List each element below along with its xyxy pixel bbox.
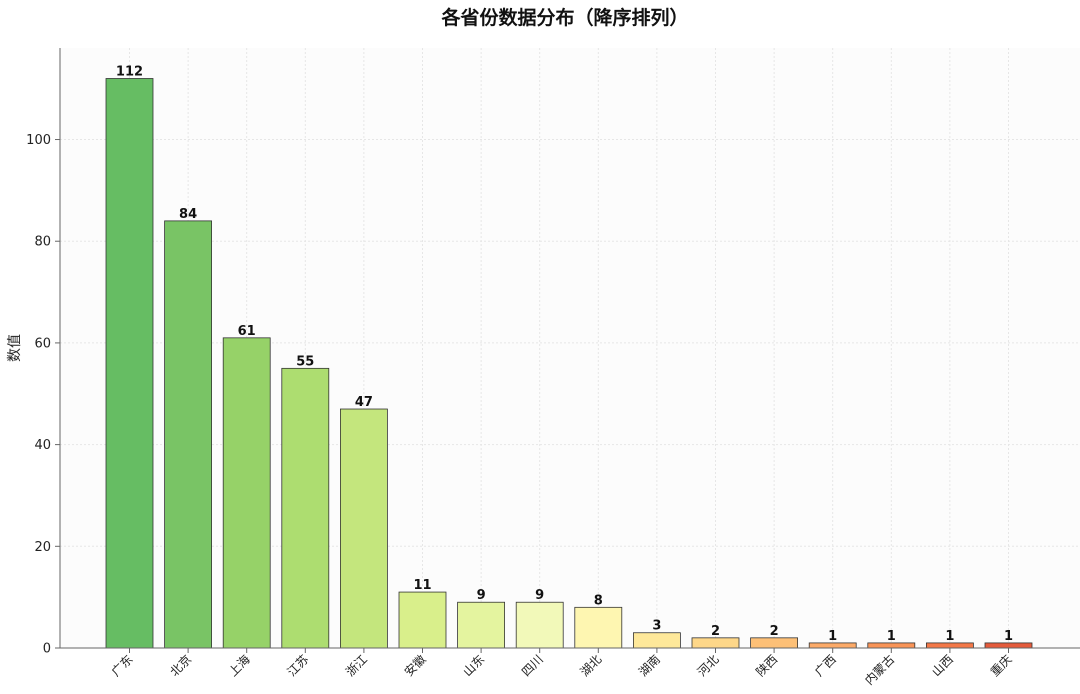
bar-value-label: 1 (887, 629, 896, 644)
bar (750, 637, 798, 649)
bar (164, 220, 213, 649)
bar-value-label: 61 (238, 324, 256, 339)
bar (398, 591, 447, 649)
y-tick-label: 0 (43, 642, 51, 657)
bar-value-label: 55 (296, 354, 314, 369)
y-tick-label: 80 (34, 235, 51, 250)
x-tick-label: 湖北 (577, 652, 605, 680)
grid-lines (60, 48, 1080, 649)
bar (515, 601, 564, 649)
bar-value-label: 2 (711, 624, 720, 639)
bar-value-label: 1 (1004, 629, 1013, 644)
y-tick-label: 40 (34, 438, 51, 453)
bar (574, 606, 623, 649)
x-tick-label: 江苏 (285, 652, 312, 679)
x-tick-label: 湖南 (635, 652, 663, 680)
bar-value-label: 11 (413, 578, 431, 593)
plot-background (60, 48, 1080, 648)
bar-value-label: 9 (477, 588, 486, 603)
y-tick-label: 100 (26, 133, 51, 148)
x-tick-label: 重庆 (988, 652, 1015, 679)
bar-value-label: 84 (179, 207, 197, 222)
x-tick-label: 陕西 (753, 652, 781, 680)
x-tick-label: 内蒙古 (861, 652, 897, 688)
y-axis-label: 数值 (7, 334, 23, 362)
bar-value-label: 1 (828, 629, 837, 644)
bar (222, 337, 271, 649)
y-tick-label: 60 (34, 336, 51, 351)
x-tick-label: 山东 (460, 652, 487, 679)
bar-value-label: 9 (535, 588, 544, 603)
chart-title: 各省份数据分布（降序排列） (440, 6, 688, 29)
bar-value-label: 8 (594, 593, 603, 608)
bar (105, 78, 154, 649)
bar (339, 408, 388, 649)
bar (633, 632, 681, 649)
x-tick-label: 浙江 (343, 652, 370, 679)
bar-value-label: 112 (116, 65, 143, 80)
x-tick-label: 安徽 (401, 652, 429, 680)
x-tick-label: 广东 (109, 652, 136, 679)
x-tick-label: 广西 (812, 652, 839, 679)
bar-value-label: 47 (355, 395, 373, 410)
x-tick-label: 北京 (167, 652, 194, 679)
bars (105, 78, 1033, 649)
bar (281, 367, 330, 649)
x-tick-label: 河北 (695, 652, 722, 679)
bar (457, 601, 506, 649)
x-tick-label: 山西 (929, 652, 956, 679)
bar-value-label: 1 (945, 629, 954, 644)
bar (691, 637, 740, 649)
bar-value-label: 3 (652, 619, 661, 634)
x-tick-label: 上海 (225, 652, 253, 680)
y-tick-label: 20 (34, 540, 51, 555)
x-tick-label: 四川 (519, 652, 546, 679)
bar-value-label: 2 (770, 624, 779, 639)
